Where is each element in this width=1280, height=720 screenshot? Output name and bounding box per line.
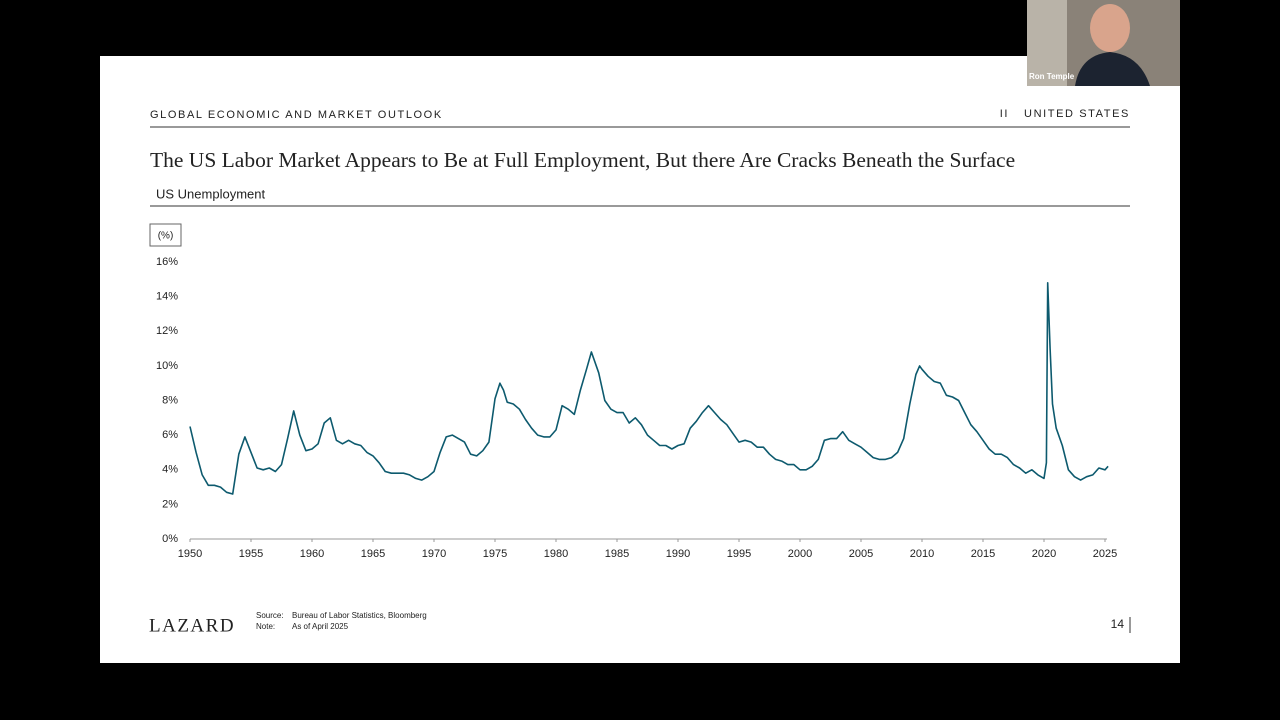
x-tick-label: 2005 — [849, 548, 873, 560]
y-tick-label: 16% — [156, 256, 178, 268]
y-unit: (%) — [158, 231, 174, 242]
y-tick-label: 4% — [162, 464, 178, 476]
webcam-wall — [1027, 0, 1067, 86]
webcam-face — [1090, 4, 1130, 52]
x-tick-label: 2020 — [1032, 548, 1056, 560]
line — [189, 282, 1109, 495]
section: UNITED STATES — [1024, 108, 1130, 120]
x-tick-label: 1990 — [666, 548, 690, 560]
note-label: Note: — [256, 622, 275, 631]
participant-name: Ron Temple — [1029, 72, 1075, 81]
chart-title: US Unemployment — [156, 186, 265, 201]
y-tick-label: 12% — [156, 325, 178, 337]
logo: LAZARD — [149, 615, 235, 636]
y-tick-label: 0% — [162, 533, 178, 545]
plot: 0% 2% 4% 6% 8% 10% 12% 14% 16% 1950 1955 1960 1965 19… — [156, 256, 1117, 560]
x-tick-label: 2025 — [1093, 548, 1117, 560]
slide-title: The US Labor Market Appears to Be at Ful… — [150, 148, 1015, 172]
source: Bureau of Labor Statistics, Bloomberg — [292, 611, 427, 620]
x-tick-label: 1975 — [483, 548, 507, 560]
page-number: 14 — [1111, 617, 1125, 631]
x-tick-label: 1985 — [605, 548, 629, 560]
y-tick-label: 6% — [162, 429, 178, 441]
source-label: Source: — [256, 611, 284, 620]
webcam: Ron Temple — [1027, 0, 1180, 86]
section-number: II — [1000, 108, 1009, 120]
webcam-suit — [1075, 52, 1150, 86]
x-tick-label: 1965 — [361, 548, 385, 560]
x-tick-label: 2015 — [971, 548, 995, 560]
x-tick-label: 1960 — [300, 548, 324, 560]
x-tick-label: 1995 — [727, 548, 751, 560]
slide — [100, 56, 1180, 663]
x-tick-label: 2010 — [910, 548, 934, 560]
note: As of April 2025 — [292, 622, 349, 631]
y-tick-label: 10% — [156, 360, 178, 372]
y-tick-label: 14% — [156, 291, 178, 303]
x-tick-label: 1980 — [544, 548, 568, 560]
header-left: GLOBAL ECONOMIC AND MARKET OUTLOOK — [150, 109, 443, 121]
y-tick-label: 2% — [162, 498, 178, 510]
unit-box — [149, 223, 182, 247]
x-tick-label: 1950 — [178, 548, 202, 560]
y-tick-label: 8% — [162, 394, 178, 406]
x-tick-label: 2000 — [788, 548, 812, 560]
x-tick-label: 1970 — [422, 548, 446, 560]
x-tick-label: 1955 — [239, 548, 263, 560]
